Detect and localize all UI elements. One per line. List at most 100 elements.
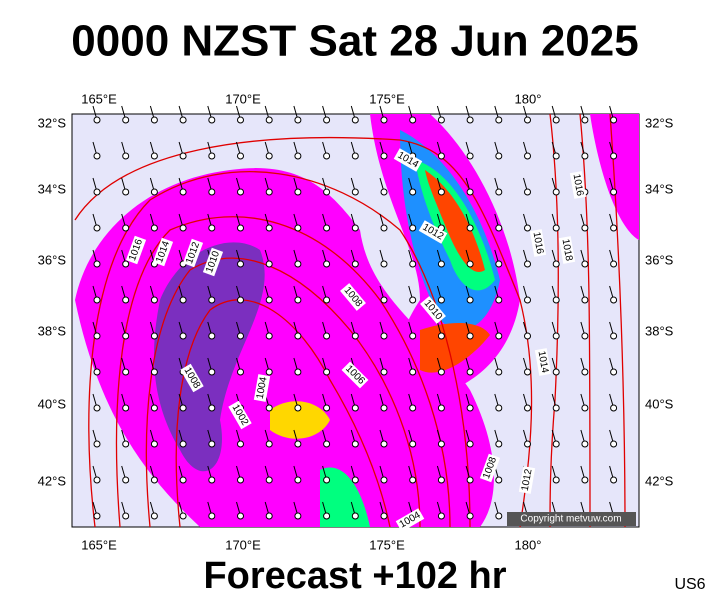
barb-station — [294, 296, 302, 304]
barb-station — [610, 440, 618, 448]
barb-station — [581, 332, 589, 340]
lat-label-left: 40°S — [38, 396, 67, 411]
barb-station — [409, 224, 417, 232]
barb-station — [179, 116, 187, 124]
barb-station — [179, 332, 187, 340]
barb-station — [380, 440, 388, 448]
barb-station — [237, 332, 244, 340]
barb-station — [237, 188, 244, 196]
barb-station — [351, 332, 359, 340]
barb-station — [265, 440, 273, 448]
barb-station — [351, 404, 359, 412]
barb-station — [150, 440, 158, 448]
barb-station — [179, 224, 187, 232]
isobar-label-group: 1016 — [529, 229, 547, 257]
barb-station — [437, 404, 445, 412]
barb-station — [294, 224, 302, 232]
barb-station — [93, 296, 101, 304]
isobar-label-group: 1004 — [253, 374, 271, 402]
barb-station — [237, 476, 244, 484]
barb-station — [495, 404, 503, 412]
barb-station — [265, 332, 273, 340]
barb-station — [552, 116, 560, 124]
barb-station — [495, 116, 503, 124]
barb-station — [581, 152, 589, 160]
barb-station — [581, 440, 589, 448]
barb-station — [351, 224, 359, 232]
barb-station — [610, 368, 618, 376]
barb-station — [466, 404, 474, 412]
isobar-label-bg — [420, 296, 446, 324]
barb-station — [581, 296, 589, 304]
barb-station — [351, 152, 359, 160]
barb-station — [552, 476, 560, 484]
barb-station — [265, 116, 273, 124]
barb-station — [437, 332, 445, 340]
barb-station — [610, 296, 618, 304]
barb-station — [380, 152, 388, 160]
barb-station — [265, 152, 273, 160]
barb-station — [265, 512, 273, 520]
barb-station — [466, 188, 474, 196]
barb-station — [323, 368, 331, 376]
isobar-label: 1014 — [536, 350, 551, 374]
code-label: US6 — [674, 576, 705, 593]
barb-station — [437, 260, 445, 268]
isobar-label-bg — [534, 348, 552, 376]
lon-label-top: 180° — [515, 91, 542, 106]
barb-station — [380, 296, 388, 304]
barb-station — [552, 440, 560, 448]
barb-station — [294, 152, 302, 160]
barb-station — [437, 296, 445, 304]
isobar-label-bg — [395, 508, 425, 532]
isobar-label-group: 1018 — [558, 236, 576, 264]
barb-station — [437, 152, 445, 160]
barb-station — [122, 224, 130, 232]
barb-station — [323, 188, 331, 196]
barb-station — [380, 116, 388, 124]
barb-station — [552, 368, 560, 376]
barb-station — [93, 476, 101, 484]
isobar-label-bg — [182, 238, 204, 268]
barb-station — [93, 512, 101, 520]
barb-station — [265, 296, 273, 304]
isobar-label-bg — [341, 361, 369, 389]
lat-label-right: 42°S — [645, 473, 674, 488]
isobar-label-bg — [152, 237, 174, 267]
barb-station — [466, 224, 474, 232]
barb-station — [466, 512, 474, 520]
barb-station — [610, 260, 618, 268]
barb-station — [409, 296, 417, 304]
barb-station — [208, 476, 216, 484]
barb-station — [524, 224, 531, 232]
barb-station — [294, 368, 302, 376]
barb-station — [610, 476, 618, 484]
barb-station — [495, 224, 503, 232]
barb-station — [466, 152, 474, 160]
barb-station — [150, 512, 158, 520]
barb-station — [581, 116, 589, 124]
barb-station — [380, 368, 388, 376]
barb-station — [351, 440, 359, 448]
barb-station — [581, 404, 589, 412]
barb-station — [524, 440, 531, 448]
barb-station — [610, 188, 618, 196]
isobar-label: 1004 — [255, 376, 270, 400]
barb-station — [323, 476, 331, 484]
barb-station — [179, 440, 187, 448]
barb-station — [466, 440, 474, 448]
barb-station — [466, 296, 474, 304]
barb-station — [237, 224, 244, 232]
barb-station — [294, 476, 302, 484]
barb-station — [380, 476, 388, 484]
barb-station — [380, 332, 388, 340]
barb-station — [409, 368, 417, 376]
barb-station — [323, 224, 331, 232]
barb-station — [495, 368, 503, 376]
lon-label-top: 165°E — [81, 91, 117, 106]
barb-station — [93, 116, 101, 124]
barb-station — [610, 152, 618, 160]
barb-station — [524, 296, 531, 304]
barb-station — [552, 152, 560, 160]
barb-station — [208, 368, 216, 376]
